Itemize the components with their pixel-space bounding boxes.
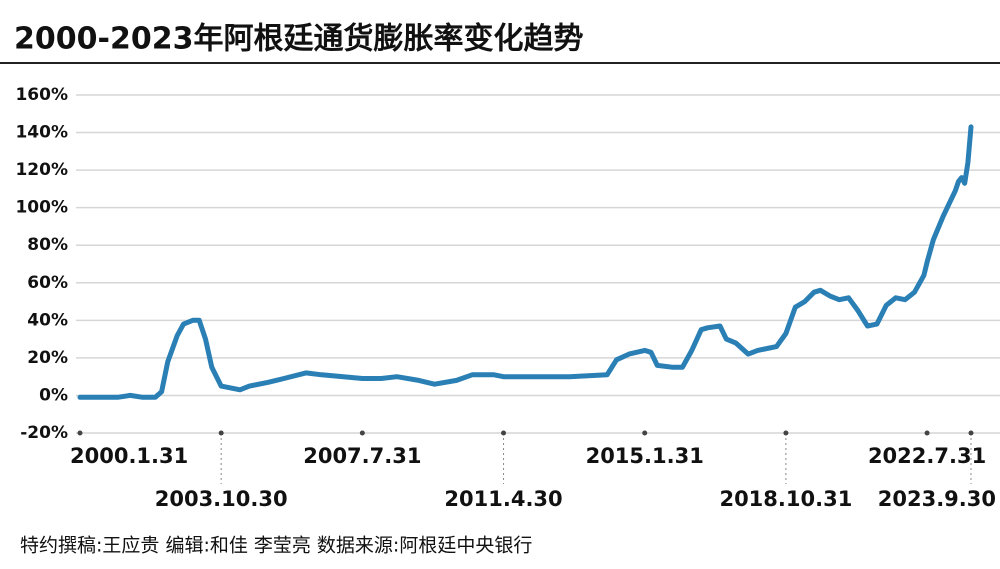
x-tick-mark (77, 430, 83, 436)
x-tick-label: 2018.10.31 (719, 487, 852, 511)
source-note: 特约撰稿:王应贵 编辑:和佳 李莹亮 数据来源:阿根廷中央银行 (20, 535, 532, 557)
x-tick-label: 2011.4.30 (444, 487, 562, 511)
x-tick-mark (359, 430, 365, 436)
y-tick-label: 160% (15, 85, 68, 105)
y-tick-label: 140% (15, 123, 68, 143)
y-tick-label: 120% (15, 160, 68, 180)
x-tick-label: 2015.1.31 (586, 444, 704, 468)
y-tick-label: 80% (27, 235, 68, 255)
y-tick-label: 100% (15, 198, 68, 218)
line-series (77, 124, 974, 400)
x-tick-label: 2007.7.31 (303, 444, 421, 468)
x-tick-label: 2022.7.31 (868, 444, 986, 468)
x-tick-mark (501, 430, 507, 436)
x-tick-mark (218, 430, 224, 436)
y-tick-label: -20% (20, 423, 68, 443)
x-tick-label: 2023.9.30 (878, 487, 996, 511)
y-tick-label: 0% (39, 385, 68, 405)
y-tick-label: 20% (27, 348, 68, 368)
y-tick-label: 60% (27, 273, 68, 293)
x-tick-mark (968, 430, 974, 436)
x-tick-mark (783, 430, 789, 436)
x-tick-mark (924, 430, 930, 436)
y-tick-label: 40% (27, 310, 68, 330)
x-tick-mark (642, 430, 648, 436)
x-tick-label: 2003.10.30 (155, 487, 288, 511)
x-tick-label: 2000.1.31 (70, 444, 188, 468)
chart-title: 2000-2023年阿根廷通货膨胀率变化趋势 (14, 22, 583, 57)
